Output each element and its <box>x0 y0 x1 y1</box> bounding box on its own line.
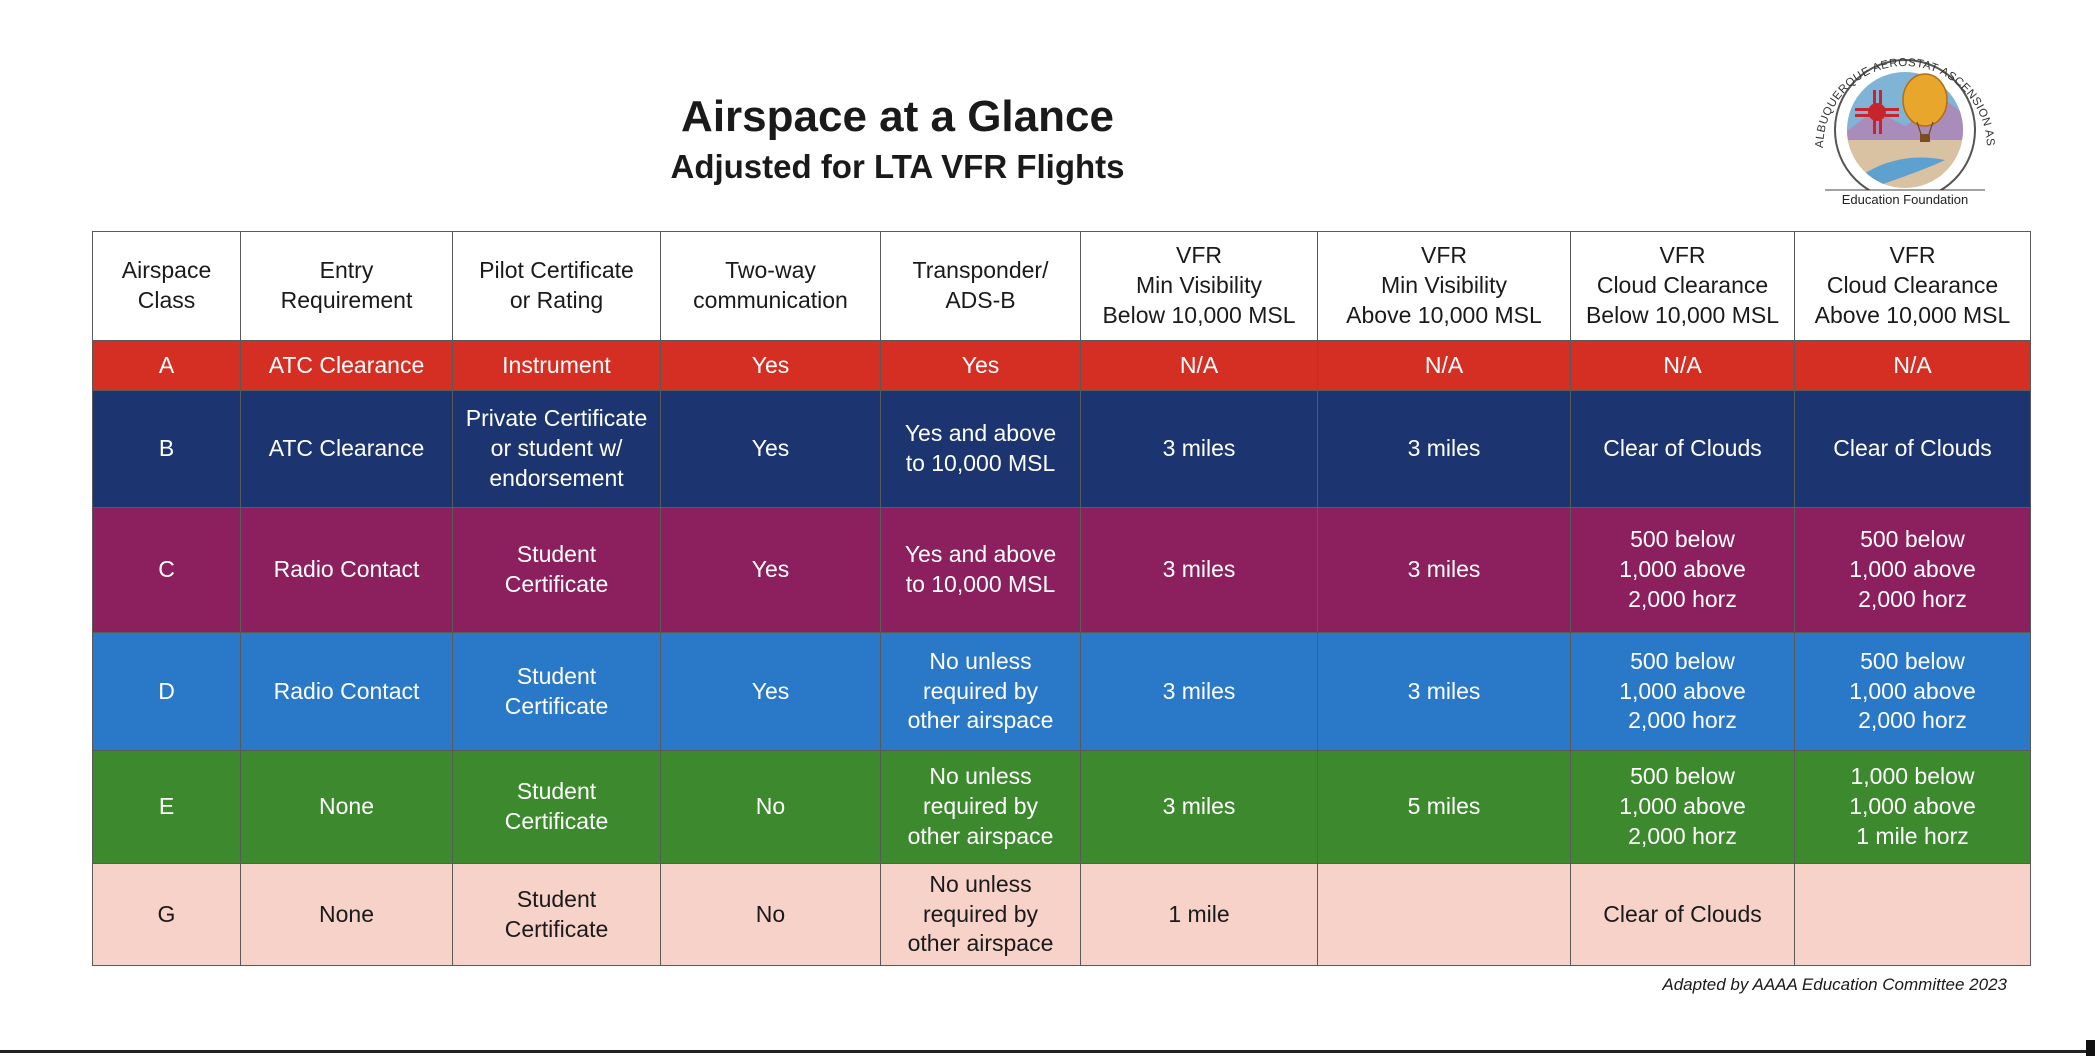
table-cell: None <box>240 863 453 966</box>
table-cell: Student Certificate <box>452 632 661 751</box>
table-cell: N/A <box>1570 340 1795 391</box>
column-header-airspace-class: Airspace Class <box>92 231 241 341</box>
table-cell: Yes and above to 10,000 MSL <box>880 390 1081 508</box>
table-cell: ATC Clearance <box>240 390 453 508</box>
table-cell: 3 miles <box>1080 632 1318 751</box>
column-header-entry-requirement: Entry Requirement <box>240 231 453 341</box>
table-cell <box>1317 863 1571 966</box>
table-cell: Instrument <box>452 340 661 391</box>
table-cell: Student Certificate <box>452 863 661 966</box>
table-cell: Clear of Clouds <box>1794 390 2031 508</box>
table-cell: D <box>92 632 241 751</box>
table-cell: N/A <box>1080 340 1318 391</box>
table-cell: No <box>660 863 881 966</box>
column-header-transponder: Transponder/ ADS-B <box>880 231 1081 341</box>
table-cell: Radio Contact <box>240 507 453 633</box>
association-logo: ALBUQUERQUE AEROSTAT ASCENSION ASSOCIATI… <box>1795 30 1996 208</box>
table-cell: Private Certificate or student w/ endors… <box>452 390 661 508</box>
corner-mark <box>2086 1040 2095 1056</box>
table-cell: A <box>92 340 241 391</box>
table-row-class-a: A ATC Clearance Instrument Yes Yes N/A N… <box>92 340 2031 391</box>
table-cell: 1,000 below 1,000 above 1 mile horz <box>1794 750 2031 864</box>
airspace-table: Airspace Class Entry Requirement Pilot C… <box>92 231 2031 966</box>
table-cell: 3 miles <box>1317 390 1571 508</box>
table-cell: 3 miles <box>1317 632 1571 751</box>
bottom-divider <box>0 1050 2095 1053</box>
table-cell: Yes <box>660 632 881 751</box>
table-cell: 5 miles <box>1317 750 1571 864</box>
table-cell: Yes <box>660 390 881 508</box>
table-cell: 500 below 1,000 above 2,000 horz <box>1794 507 2031 633</box>
table-row-class-c: C Radio Contact Student Certificate Yes … <box>92 507 2031 633</box>
table-cell: No unless required by other airspace <box>880 632 1081 751</box>
column-header-cloud-clearance-below: VFR Cloud Clearance Below 10,000 MSL <box>1570 231 1795 341</box>
table-cell: G <box>92 863 241 966</box>
table-cell: N/A <box>1317 340 1571 391</box>
column-header-cloud-clearance-above: VFR Cloud Clearance Above 10,000 MSL <box>1794 231 2031 341</box>
table-cell: None <box>240 750 453 864</box>
table-cell: Yes <box>880 340 1081 391</box>
column-header-visibility-below: VFR Min Visibility Below 10,000 MSL <box>1080 231 1318 341</box>
table-cell: Yes <box>660 507 881 633</box>
table-cell: 1 mile <box>1080 863 1318 966</box>
table-cell: No unless required by other airspace <box>880 750 1081 864</box>
table-cell: Clear of Clouds <box>1570 863 1795 966</box>
credit-line: Adapted by AAAA Education Committee 2023 <box>1662 975 2007 994</box>
table-cell <box>1794 863 2031 966</box>
header-row: Airspace Class Entry Requirement Pilot C… <box>92 231 2031 341</box>
hot-air-balloon-icon <box>1902 73 1948 142</box>
table-cell: 3 miles <box>1317 507 1571 633</box>
zia-sun-icon <box>1855 90 1899 134</box>
table-cell: Yes <box>660 340 881 391</box>
table-row-class-e: E None Student Certificate No No unless … <box>92 750 2031 864</box>
table-cell: No unless required by other airspace <box>880 863 1081 966</box>
table-cell: 500 below 1,000 above 2,000 horz <box>1570 507 1795 633</box>
table-cell: Student Certificate <box>452 750 661 864</box>
table-cell: 3 miles <box>1080 750 1318 864</box>
table-cell: Clear of Clouds <box>1570 390 1795 508</box>
table-cell: 500 below 1,000 above 2,000 horz <box>1794 632 2031 751</box>
table-cell: E <box>92 750 241 864</box>
table-cell: N/A <box>1794 340 2031 391</box>
column-header-pilot-certificate: Pilot Certificate or Rating <box>452 231 661 341</box>
table-cell: 500 below 1,000 above 2,000 horz <box>1570 632 1795 751</box>
table-cell: Yes and above to 10,000 MSL <box>880 507 1081 633</box>
table-cell: No <box>660 750 881 864</box>
table-row-class-b: B ATC Clearance Private Certificate or s… <box>92 390 2031 508</box>
column-header-visibility-above: VFR Min Visibility Above 10,000 MSL <box>1317 231 1571 341</box>
column-header-two-way-communication: Two-way communication <box>660 231 881 341</box>
table-cell: ATC Clearance <box>240 340 453 391</box>
table-cell: 3 miles <box>1080 390 1318 508</box>
table-row-class-d: D Radio Contact Student Certificate Yes … <box>92 632 2031 751</box>
table-cell: C <box>92 507 241 633</box>
page-title: Airspace at a Glance <box>681 92 1114 141</box>
table-cell: 500 below 1,000 above 2,000 horz <box>1570 750 1795 864</box>
page-subtitle: Adjusted for LTA VFR Flights <box>670 148 1125 185</box>
svg-text:Education Foundation: Education Foundation <box>1842 192 1968 207</box>
table-cell: Radio Contact <box>240 632 453 751</box>
table-row-class-g: G None Student Certificate No No unless … <box>92 863 2031 966</box>
table-cell: 3 miles <box>1080 507 1318 633</box>
table-cell: Student Certificate <box>452 507 661 633</box>
table-cell: B <box>92 390 241 508</box>
